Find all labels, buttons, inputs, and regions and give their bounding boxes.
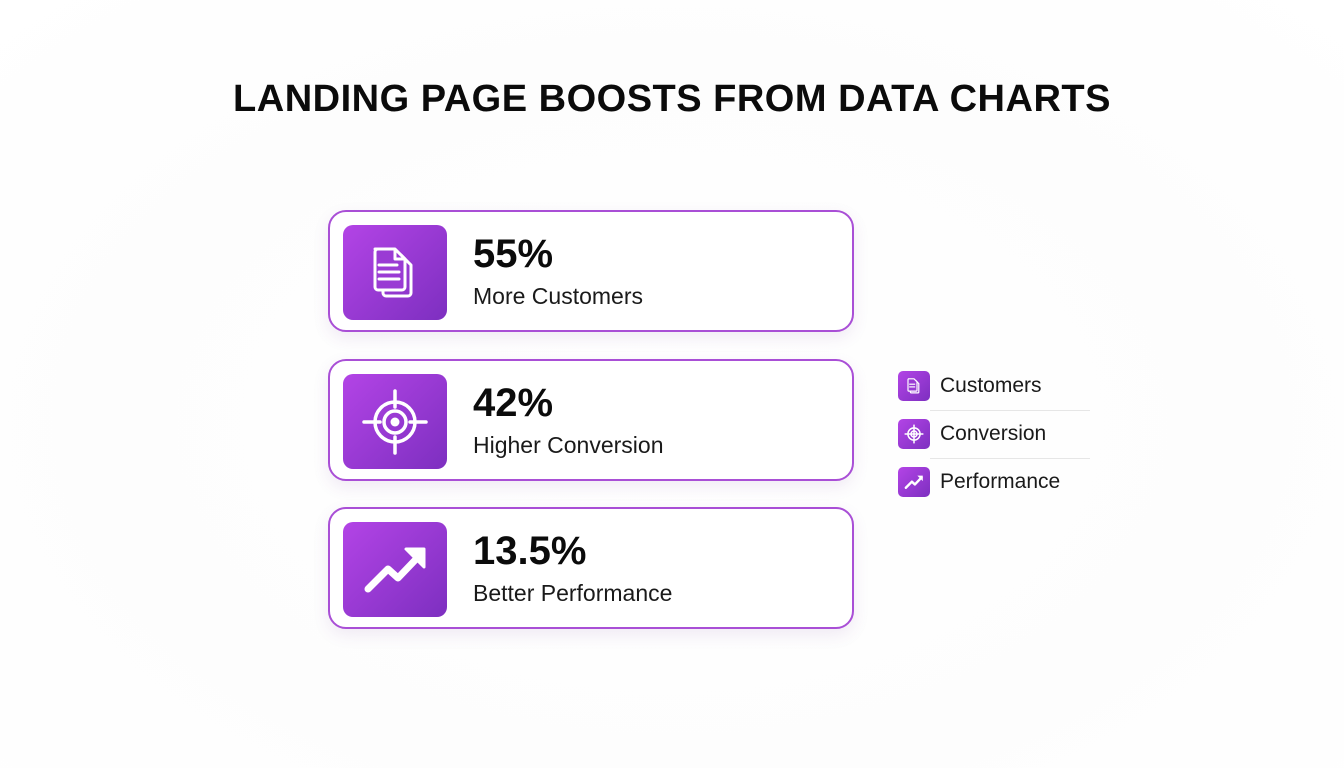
legend-label: Customers [940, 374, 1042, 397]
target-icon [898, 419, 930, 449]
legend-item-customers: Customers [898, 362, 1090, 410]
document-icon [898, 371, 930, 401]
legend-label: Conversion [940, 422, 1047, 445]
stat-label: Better Performance [473, 580, 673, 606]
legend-item-performance: Performance [898, 458, 1090, 506]
stat-value: 42% [473, 381, 554, 425]
target-icon [343, 374, 447, 469]
trending-up-icon [898, 467, 930, 497]
stat-card-conversion: 42% Higher Conversion [328, 359, 854, 481]
trending-up-icon [343, 522, 447, 617]
stat-label: Higher Conversion [473, 432, 664, 458]
legend-label: Performance [940, 470, 1061, 493]
document-icon [343, 225, 447, 320]
stat-card-customers: 55% More Customers [328, 210, 854, 332]
legend: Customers Conversion Performance [898, 362, 1090, 506]
legend-item-conversion: Conversion [898, 410, 1090, 458]
stat-label: More Customers [473, 283, 643, 309]
page-title: LANDING PAGE BOOSTS FROM DATA CHARTS [233, 78, 1111, 120]
stat-card-performance: 13.5% Better Performance [328, 507, 854, 629]
stat-value: 55% [473, 232, 554, 276]
stat-value: 13.5% [473, 529, 587, 573]
